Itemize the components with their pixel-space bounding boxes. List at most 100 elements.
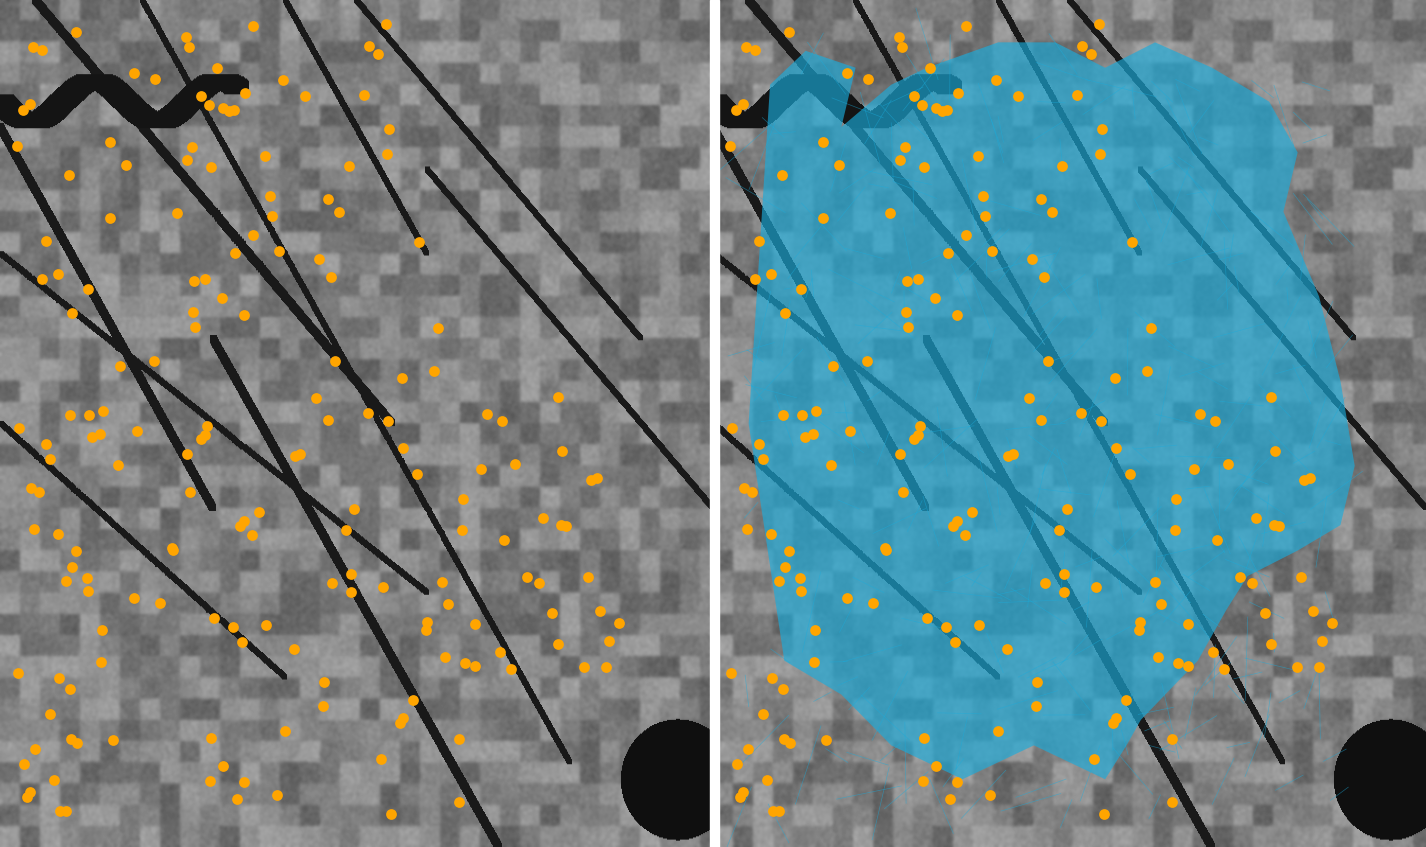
Point — [1299, 472, 1322, 485]
Point — [945, 775, 968, 789]
Point — [907, 272, 930, 285]
Point — [779, 544, 801, 557]
Point — [896, 274, 918, 288]
Point — [1092, 807, 1115, 821]
Point — [47, 672, 70, 685]
Point — [803, 656, 826, 669]
Point — [76, 584, 98, 598]
Point — [967, 150, 990, 163]
Point — [43, 773, 66, 787]
Point — [218, 104, 241, 118]
Point — [752, 452, 774, 466]
Point — [11, 103, 34, 117]
Point — [1176, 659, 1199, 673]
Point — [379, 807, 402, 821]
Point — [954, 528, 977, 541]
Point — [579, 473, 602, 487]
Point — [88, 427, 111, 440]
Point — [232, 775, 255, 789]
Point — [911, 99, 934, 113]
Point — [1128, 616, 1151, 629]
Point — [369, 752, 392, 766]
Point — [1164, 523, 1186, 537]
Point — [1263, 518, 1286, 532]
Point — [6, 140, 29, 153]
Point — [1310, 634, 1333, 647]
Point — [548, 390, 570, 404]
Point — [918, 61, 941, 75]
Point — [81, 430, 104, 444]
Point — [1149, 597, 1172, 611]
Point — [804, 404, 827, 418]
Point — [1065, 88, 1088, 102]
Point — [1051, 159, 1074, 173]
Point — [719, 667, 742, 680]
Point — [794, 430, 817, 444]
Point — [1144, 575, 1166, 589]
Point — [77, 408, 100, 422]
Point — [1121, 235, 1144, 249]
Point — [492, 533, 515, 546]
Point — [408, 235, 431, 249]
Point — [931, 104, 954, 118]
Point — [451, 523, 473, 537]
Point — [1030, 413, 1052, 427]
Point — [183, 305, 205, 318]
Point — [1047, 523, 1070, 537]
Point — [453, 656, 476, 670]
Point — [108, 359, 131, 373]
Point — [254, 618, 277, 632]
Point — [212, 102, 235, 115]
Point — [178, 485, 201, 499]
Point — [6, 667, 29, 680]
Point — [434, 650, 456, 664]
Point — [54, 804, 77, 817]
Point — [19, 785, 41, 799]
Point — [241, 19, 264, 32]
Point — [891, 485, 914, 499]
Point — [448, 732, 471, 745]
Point — [515, 570, 538, 584]
Point — [24, 742, 47, 756]
Point — [861, 596, 884, 610]
Point — [1025, 675, 1048, 689]
Point — [1166, 656, 1189, 670]
Point — [779, 736, 801, 750]
Point — [183, 274, 205, 288]
Point — [1055, 502, 1078, 516]
Point — [1286, 661, 1309, 674]
Point — [294, 89, 317, 102]
Point — [816, 734, 838, 747]
Point — [874, 543, 897, 556]
Point — [878, 207, 901, 220]
Point — [58, 683, 81, 696]
Point — [194, 429, 217, 442]
Point — [995, 642, 1018, 656]
Point — [7, 421, 30, 435]
Point — [555, 519, 578, 533]
Point — [811, 136, 834, 149]
Point — [719, 140, 742, 153]
Point — [123, 66, 145, 80]
Point — [550, 518, 573, 532]
Point — [1030, 192, 1052, 206]
Point — [1212, 662, 1235, 676]
Point — [1071, 39, 1094, 53]
Point — [221, 620, 244, 634]
Point — [925, 102, 948, 115]
Point — [268, 245, 291, 258]
Point — [34, 235, 57, 248]
Point — [1320, 617, 1343, 630]
Point — [774, 560, 797, 573]
Point — [378, 123, 401, 136]
Point — [1091, 123, 1114, 136]
Point — [98, 212, 121, 225]
Point — [338, 159, 361, 173]
Point — [1052, 585, 1075, 599]
Point — [198, 775, 221, 789]
Point — [31, 43, 54, 57]
Point — [907, 429, 930, 442]
Point — [790, 408, 813, 422]
Point — [997, 449, 1020, 462]
Point — [1253, 606, 1276, 620]
